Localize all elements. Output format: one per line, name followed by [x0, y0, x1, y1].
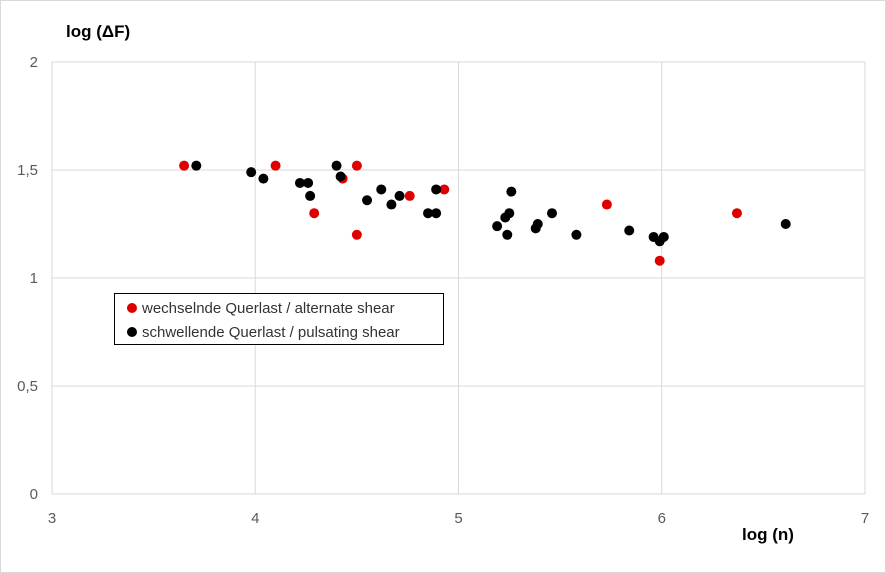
legend-label-pulsating: schwellende Querlast / pulsating shear [142, 323, 400, 341]
data-point-alternate [309, 208, 320, 219]
legend: wechselnde Querlast / alternate shear sc… [114, 293, 444, 345]
data-point-alternate [731, 208, 742, 219]
data-point-pulsating [546, 208, 557, 219]
data-point-pulsating [658, 231, 669, 242]
data-point-pulsating [303, 177, 314, 188]
legend-marker-red [127, 303, 137, 313]
legend-item-alternate: wechselnde Querlast / alternate shear [127, 297, 395, 319]
data-point-pulsating [502, 229, 513, 240]
y-tick-label: 2 [30, 54, 38, 71]
x-tick-label: 5 [454, 510, 462, 527]
data-point-pulsating [394, 190, 405, 201]
data-point-pulsating [294, 177, 305, 188]
gridlines [51, 61, 866, 495]
data-point-pulsating [335, 171, 346, 182]
data-point-pulsating [423, 208, 434, 219]
data-point-pulsating [506, 186, 517, 197]
legend-marker-black [127, 327, 137, 337]
data-point-pulsating [571, 229, 582, 240]
data-point-pulsating [305, 190, 316, 201]
data-point-pulsating [431, 208, 442, 219]
data-point-pulsating [532, 219, 543, 229]
data-point-pulsating [191, 160, 202, 171]
data-points [179, 160, 791, 266]
tick-labels: 3 4 5 6 7 0 0,5 1 1,5 2 [17, 54, 869, 527]
data-point-alternate [601, 199, 612, 210]
data-point-pulsating [780, 219, 791, 229]
data-point-alternate [270, 160, 281, 171]
data-point-pulsating [504, 208, 515, 219]
legend-item-pulsating: schwellende Querlast / pulsating shear [127, 321, 400, 343]
data-point-pulsating [376, 184, 387, 195]
x-tick-label: 4 [251, 510, 259, 527]
data-point-pulsating [246, 167, 257, 178]
data-point-pulsating [331, 160, 342, 171]
data-point-pulsating [492, 221, 503, 232]
x-axis-label: log (n) [742, 525, 794, 544]
data-point-alternate [439, 184, 450, 195]
y-tick-label: 0 [30, 486, 38, 503]
data-point-pulsating [624, 225, 635, 236]
data-point-alternate [179, 160, 190, 171]
data-point-alternate [351, 160, 362, 171]
y-tick-label: 1,5 [17, 162, 38, 179]
y-tick-label: 0,5 [17, 378, 38, 395]
data-point-pulsating [431, 184, 442, 195]
x-tick-label: 6 [658, 510, 666, 527]
y-axis-label: log (ΔF) [66, 22, 131, 41]
data-point-pulsating [362, 195, 373, 206]
x-tick-label: 7 [861, 510, 869, 527]
data-point-pulsating [258, 173, 269, 184]
x-tick-label: 3 [48, 510, 56, 527]
data-point-alternate [351, 229, 362, 240]
data-point-alternate [404, 190, 415, 201]
y-tick-label: 1 [30, 270, 38, 287]
data-point-pulsating [386, 199, 397, 210]
legend-label-alternate: wechselnde Querlast / alternate shear [142, 299, 395, 317]
data-point-alternate [654, 255, 665, 266]
